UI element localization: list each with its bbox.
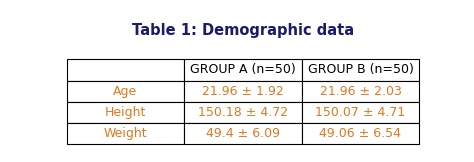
Text: Table 1: Demographic data: Table 1: Demographic data — [132, 23, 354, 38]
